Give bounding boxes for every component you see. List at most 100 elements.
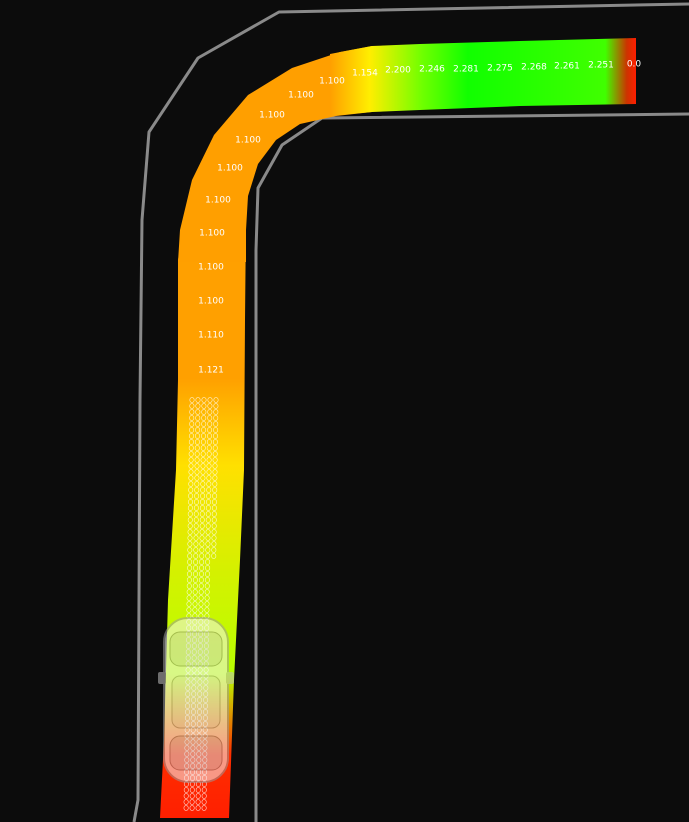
trail-dot (193, 511, 199, 517)
trail-dot (204, 577, 210, 583)
trail-dot (204, 607, 210, 613)
trail-dot (206, 469, 212, 475)
trail-dot (201, 433, 207, 439)
trail-dot (207, 415, 213, 421)
trail-dot (204, 589, 210, 595)
trail-dot (198, 601, 204, 607)
trail-dot (205, 529, 211, 535)
trail-dot (194, 469, 200, 475)
trail-dot (206, 499, 212, 505)
trail-dot (200, 445, 206, 451)
trail-dot (206, 481, 212, 487)
speed-label: 2.281 (453, 65, 479, 75)
trail-dot (189, 793, 195, 799)
trail-dot (201, 427, 207, 433)
road-edge-inner (254, 112, 689, 822)
trail-dot (212, 481, 218, 487)
trail-dot (187, 541, 193, 547)
trail-dot (199, 565, 205, 571)
trail-dot (195, 427, 201, 433)
trail-dot (192, 607, 198, 613)
trail-dot (186, 589, 192, 595)
trail-dot (206, 451, 212, 457)
trail-dot (201, 421, 207, 427)
trail-dot (193, 523, 199, 529)
trail-dot (201, 403, 207, 409)
speed-label: 1.100 (217, 164, 243, 174)
trail-dot (193, 571, 199, 577)
trail-dot (193, 535, 199, 541)
trail-dot (187, 517, 193, 523)
speed-label: 1.100 (198, 263, 224, 273)
trail-dot (200, 475, 206, 481)
trail-dot (194, 457, 200, 463)
trail-dot (205, 553, 211, 559)
trail-dot (212, 487, 218, 493)
trail-dot (200, 439, 206, 445)
trail-dot (195, 793, 201, 799)
speed-label: 1.100 (198, 297, 224, 307)
speed-label: 0.0 (627, 60, 642, 70)
trail-dot (205, 523, 211, 529)
trail-dot (199, 547, 205, 553)
speed-label: 1.110 (198, 331, 224, 341)
trail-dot (193, 553, 199, 559)
trail-dot (207, 427, 213, 433)
trail-dot (212, 445, 218, 451)
trail-dot (194, 463, 200, 469)
trail-dot (205, 571, 211, 577)
trail-dot (201, 799, 207, 805)
trail-dot (198, 583, 204, 589)
trail-dot (200, 451, 206, 457)
trail-dot (212, 439, 218, 445)
trail-dot (193, 565, 199, 571)
trail-dot (199, 529, 205, 535)
trail-dot (211, 541, 217, 547)
speed-label: 2.246 (419, 65, 445, 75)
trail-dot (187, 511, 193, 517)
trail-dot (201, 409, 207, 415)
speed-label: 1.100 (288, 91, 314, 101)
trail-dot (206, 475, 212, 481)
trail-dot (198, 589, 204, 595)
trail-dot (205, 565, 211, 571)
trail-dot (201, 397, 207, 403)
trail-dot (201, 787, 207, 793)
trail-dot (194, 439, 200, 445)
speed-label-layer: 1.121 1.110 1.100 1.100 1.100 1.100 1.10… (198, 60, 641, 376)
trail-dot (194, 499, 200, 505)
trail-dot (192, 577, 198, 583)
trail-dot (199, 559, 205, 565)
trail-dot (187, 571, 193, 577)
trail-dot (213, 421, 219, 427)
trail-dot (205, 547, 211, 553)
trail-dot (206, 439, 212, 445)
trail-dot (188, 475, 194, 481)
road-edge-outer (132, 2, 689, 822)
trail-dot (199, 535, 205, 541)
trail-dot (199, 511, 205, 517)
trail-dot (200, 487, 206, 493)
trail-dot (188, 499, 194, 505)
trail-dot (189, 397, 195, 403)
trail-dot (200, 493, 206, 499)
trail-dot (189, 805, 195, 811)
trail-dot (207, 403, 213, 409)
trail-dot (195, 421, 201, 427)
trail-dot (213, 415, 219, 421)
trail-dot (188, 445, 194, 451)
speed-label: 2.261 (554, 62, 580, 72)
trail-dot (187, 535, 193, 541)
trail-dot (186, 595, 192, 601)
trail-dot (199, 541, 205, 547)
trail-dot (206, 463, 212, 469)
trail-dot (205, 517, 211, 523)
trail-dot (212, 475, 218, 481)
car-top-view-icon (158, 617, 234, 783)
trail-dot (211, 517, 217, 523)
trajectory-band-curve (178, 46, 372, 262)
trail-dot (193, 529, 199, 535)
speed-label: 1.154 (352, 69, 378, 79)
trail-dot (192, 583, 198, 589)
trail-dot (194, 487, 200, 493)
